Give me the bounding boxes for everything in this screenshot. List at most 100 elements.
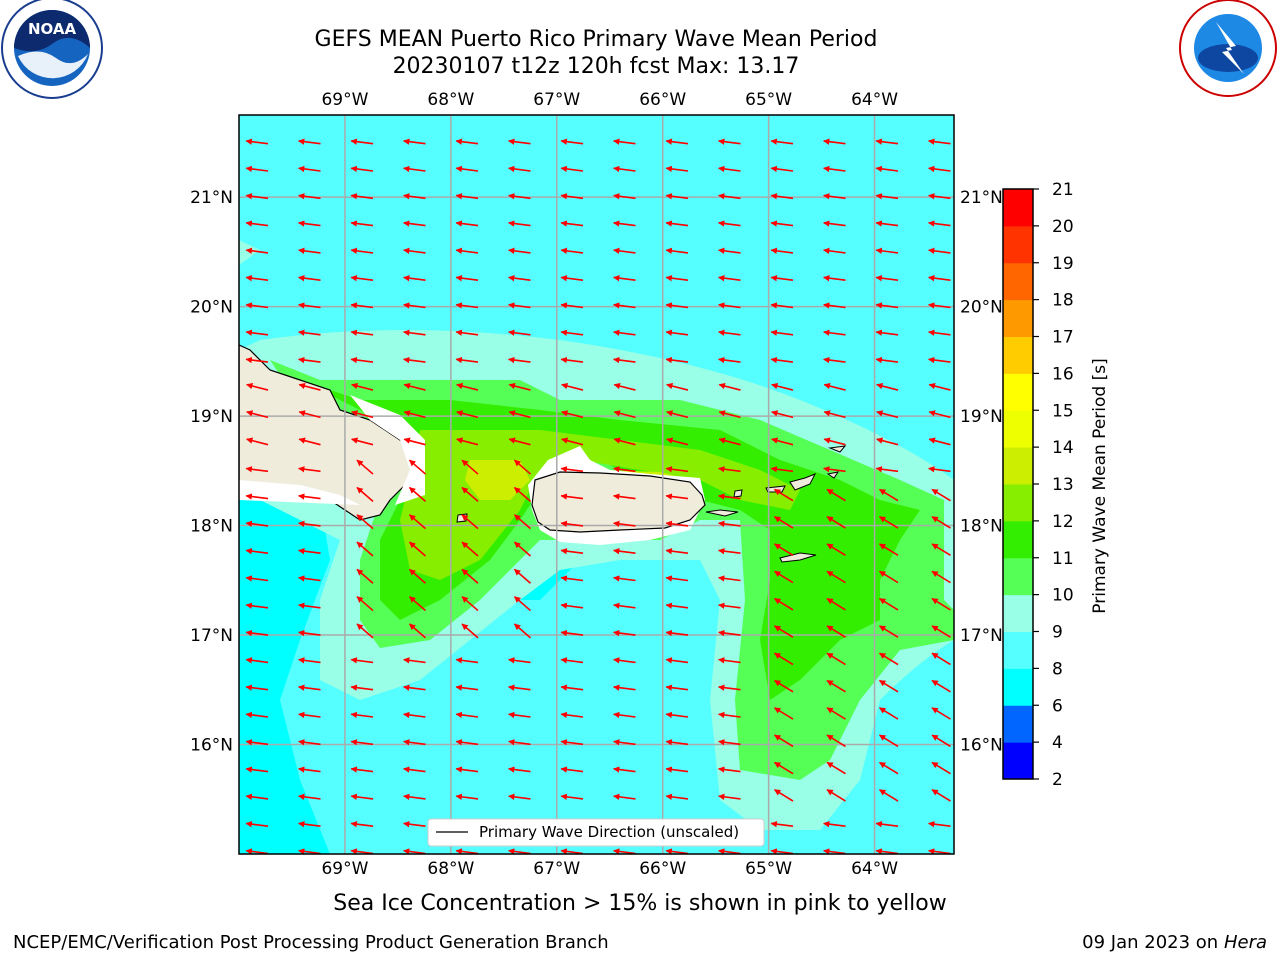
sea-ice-caption: Sea Ice Concentration > 15% is shown in … (333, 891, 947, 916)
wave-arrow (613, 766, 636, 773)
wave-arrow (560, 329, 584, 336)
colorbar-tick-label: 4 (1052, 733, 1063, 753)
wave-arrow (403, 382, 426, 391)
colorbar-tick-label: 20 (1052, 217, 1074, 237)
wave-arrow (823, 848, 846, 854)
wave-arrow (456, 410, 479, 419)
wave-arrow (356, 486, 374, 502)
wave-arrow (931, 707, 951, 720)
colorbar-swatch (1003, 299, 1033, 337)
wave-arrow (773, 625, 794, 638)
wave-arrow (823, 193, 846, 200)
lat-label: 18°N (190, 517, 233, 537)
wave-arrow (931, 734, 951, 748)
noaa-logo: NOAA (1, 0, 103, 99)
wave-arrow (875, 220, 899, 227)
wave-arrow (403, 820, 426, 828)
wave-arrow (718, 575, 741, 582)
wave-arrow (613, 466, 636, 473)
wave-arrow (298, 410, 321, 419)
wave-arrow (613, 520, 636, 528)
wave-arrow (875, 247, 899, 255)
wave-arrow (718, 602, 741, 609)
wave-arrow (298, 739, 321, 746)
wave-arrow (773, 488, 794, 502)
wave-arrow (770, 220, 794, 227)
wave-arrow (298, 165, 321, 173)
wave-arrow (613, 711, 636, 719)
wave-arrow (665, 274, 689, 282)
lat-label: 16°N (960, 736, 1003, 756)
wave-arrow (455, 329, 479, 336)
wave-arrow (823, 356, 846, 364)
wave-arrow (773, 679, 794, 693)
wave-arrow (928, 247, 951, 255)
colorbar-swatch (1003, 373, 1033, 411)
wave-arrow (928, 329, 951, 336)
wave-arrow (456, 382, 479, 391)
map-legend: Primary Wave Direction (unscaled) (427, 818, 765, 847)
wave-arrow (613, 684, 636, 691)
wave-arrow (826, 707, 846, 720)
wave-arrow (826, 679, 846, 693)
wave-arrow (298, 247, 321, 255)
wave-arrow (455, 711, 479, 719)
lat-label: 18°N (960, 517, 1003, 537)
colorbar-swatch (1003, 557, 1033, 596)
wave-arrow (508, 793, 531, 801)
wave-arrow (350, 193, 374, 200)
wave-arrow (298, 437, 321, 446)
wave-arrow (245, 193, 269, 200)
wave-arrow (455, 356, 479, 364)
wave-arrow (718, 165, 741, 173)
wave-arrow (823, 820, 846, 828)
wave-arrow (350, 220, 374, 227)
wave-arrow (461, 623, 479, 639)
wave-arrow (246, 437, 269, 446)
wave-arrow (356, 568, 374, 584)
wave-arrow (298, 382, 321, 391)
wave-arrow (351, 437, 374, 446)
wave-arrow (298, 356, 321, 364)
wave-arrow (403, 437, 426, 446)
wave-arrow (826, 570, 846, 584)
wave-arrow (403, 684, 426, 691)
wave-arrow (718, 356, 741, 364)
wave-arrow (878, 734, 899, 748)
wave-arrow (613, 356, 636, 364)
wave-arrow (245, 793, 269, 801)
wave-arrow (298, 302, 321, 309)
wave-arrow (245, 247, 269, 255)
wave-arrow (508, 848, 531, 854)
lon-labels-top: 69°W 68°W 67°W 66°W 65°W 64°W (321, 90, 898, 110)
wave-arrow (613, 382, 636, 391)
wave-arrow (560, 575, 584, 582)
colorbar-swatch (1003, 189, 1033, 227)
chart-subtitle: 20230107 t12z 120h fcst Max: 13.17 (392, 54, 800, 79)
wave-arrow (770, 820, 794, 828)
wave-arrow (403, 848, 426, 854)
colorbar-swatch (1003, 705, 1033, 743)
wave-arrow (928, 382, 951, 391)
wave-arrow (513, 596, 532, 612)
wave-arrow (878, 761, 899, 775)
wave-arrow (455, 848, 479, 854)
wave-arrow (613, 547, 636, 555)
colorbar-tick-label: 6 (1052, 696, 1063, 716)
wave-arrow (403, 793, 426, 801)
wave-arrow (928, 165, 951, 173)
wave-arrow (718, 629, 741, 637)
colorbar-swatch (1003, 520, 1033, 559)
colorbar-label: Primary Wave Mean Period [s] (1090, 358, 1110, 613)
wave-arrow (931, 597, 951, 611)
lon-label: 64°W (851, 90, 898, 110)
colorbar-tick-label: 13 (1052, 475, 1074, 495)
wave-arrow (928, 848, 951, 854)
wave-arrow (455, 220, 479, 227)
wave-arrow (513, 459, 532, 475)
wave-arrow (513, 568, 532, 584)
wave-arrow (931, 488, 951, 502)
wave-arrow (508, 220, 531, 227)
wave-arrow (878, 516, 899, 529)
wave-arrow (461, 459, 479, 475)
